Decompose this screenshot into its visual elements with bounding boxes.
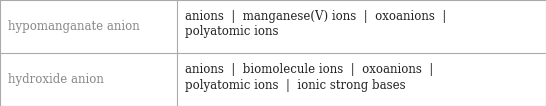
Text: hydroxide anion: hydroxide anion (8, 73, 104, 86)
Text: anions  |  biomolecule ions  |  oxoanions  |: anions | biomolecule ions | oxoanions | (186, 63, 434, 76)
Text: anions  |  manganese(V) ions  |  oxoanions  |: anions | manganese(V) ions | oxoanions | (186, 10, 447, 23)
Text: hypomanganate anion: hypomanganate anion (8, 20, 140, 33)
Text: polyatomic ions: polyatomic ions (186, 26, 279, 38)
Text: polyatomic ions  |  ionic strong bases: polyatomic ions | ionic strong bases (186, 79, 406, 91)
